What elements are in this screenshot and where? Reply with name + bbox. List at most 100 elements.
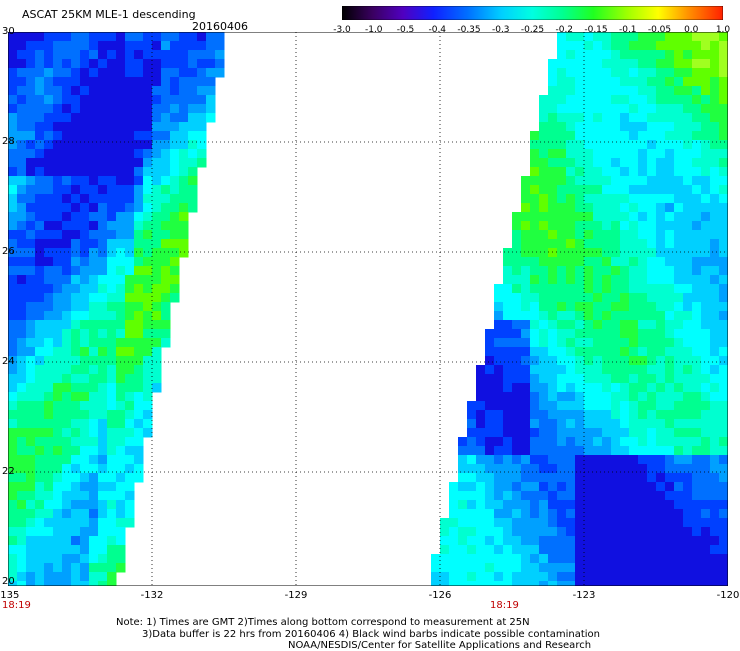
- swath-cell: [71, 356, 81, 366]
- swath-cell: [575, 455, 585, 465]
- swath-cell: [656, 59, 666, 69]
- swath-cell: [26, 527, 36, 537]
- swath-cell: [665, 59, 675, 69]
- swath-cell: [566, 527, 576, 537]
- swath-cell: [566, 95, 576, 105]
- swath-cell: [80, 437, 90, 447]
- swath-cell: [107, 176, 117, 186]
- swath-cell: [62, 347, 72, 357]
- swath-cell: [584, 563, 594, 573]
- swath-cell: [566, 212, 576, 222]
- swath-cell: [656, 221, 666, 231]
- swath-cell: [566, 329, 576, 339]
- swath-cell: [584, 536, 594, 546]
- swath-cell: [521, 401, 531, 411]
- swath-cell: [566, 50, 576, 60]
- swath-cell: [107, 554, 117, 564]
- swath-cell: [548, 455, 558, 465]
- swath-cell: [44, 401, 54, 411]
- swath-cell: [98, 140, 108, 150]
- swath-cell: [485, 356, 495, 366]
- swath-cell: [161, 284, 171, 294]
- swath-cell: [152, 239, 162, 249]
- swath-cell: [53, 437, 63, 447]
- swath-cell: [89, 374, 99, 384]
- swath-cell: [656, 32, 666, 42]
- swath-cell: [548, 401, 558, 411]
- swath-cell: [503, 338, 513, 348]
- swath-cell: [53, 527, 63, 537]
- swath-cell: [701, 257, 711, 267]
- swath-cell: [647, 221, 657, 231]
- swath-cell: [575, 41, 585, 51]
- swath-cell: [674, 437, 684, 447]
- swath-cell: [494, 527, 504, 537]
- swath-cell: [566, 275, 576, 285]
- swath-cell: [566, 545, 576, 555]
- swath-cell: [539, 293, 549, 303]
- swath-cell: [557, 518, 567, 528]
- swath-cell: [692, 455, 702, 465]
- swath-cell: [44, 266, 54, 276]
- swath-cell: [629, 392, 639, 402]
- swath-cell: [719, 437, 728, 447]
- swath-cell: [17, 545, 27, 555]
- swath-cell: [494, 437, 504, 447]
- swath-cell: [647, 419, 657, 429]
- swath-cell: [656, 536, 666, 546]
- swath-cell: [89, 59, 99, 69]
- swath-cell: [647, 347, 657, 357]
- swath-cell: [593, 455, 603, 465]
- swath-cell: [656, 446, 666, 456]
- swath-cell: [71, 374, 81, 384]
- swath-cell: [53, 374, 63, 384]
- swath-cell: [44, 554, 54, 564]
- swath-cell: [8, 509, 18, 519]
- swath-cell: [44, 131, 54, 141]
- swath-cell: [107, 68, 117, 78]
- swath-cell: [620, 185, 630, 195]
- swath-cell: [89, 104, 99, 114]
- swath-cell: [593, 194, 603, 204]
- swath-cell: [611, 104, 621, 114]
- swath-cell: [89, 230, 99, 240]
- swath-cell: [674, 572, 684, 582]
- swath-cell: [458, 545, 468, 555]
- swath-cell: [8, 437, 18, 447]
- swath-cell: [512, 509, 522, 519]
- swath-cell: [620, 257, 630, 267]
- swath-cell: [188, 149, 198, 159]
- swath-cell: [602, 230, 612, 240]
- swath-cell: [485, 554, 495, 564]
- swath-cell: [575, 482, 585, 492]
- swath-cell: [458, 437, 468, 447]
- swath-cell: [539, 581, 549, 586]
- swath-cell: [44, 239, 54, 249]
- swath-cell: [197, 32, 207, 42]
- swath-cell: [656, 158, 666, 168]
- swath-cell: [152, 365, 162, 375]
- swath-cell: [8, 59, 18, 69]
- swath-cell: [656, 554, 666, 564]
- swath-cell: [521, 338, 531, 348]
- swath-cell: [620, 104, 630, 114]
- swath-cell: [647, 212, 657, 222]
- swath-cell: [188, 86, 198, 96]
- swath-cell: [8, 473, 18, 483]
- swath-cell: [512, 248, 522, 258]
- swath-cell: [98, 176, 108, 186]
- swath-cell: [683, 365, 693, 375]
- swath-cell: [512, 239, 522, 249]
- swath-cell: [638, 401, 648, 411]
- swath-cell: [89, 167, 99, 177]
- swath-cell: [692, 572, 702, 582]
- swath-cell: [26, 140, 36, 150]
- swath-cell: [17, 176, 27, 186]
- swath-cell: [530, 545, 540, 555]
- swath-cell: [485, 545, 495, 555]
- swath-cell: [170, 122, 180, 132]
- swath-cell: [80, 473, 90, 483]
- swath-cell: [134, 473, 144, 483]
- swath-cell: [80, 383, 90, 393]
- swath-cell: [494, 383, 504, 393]
